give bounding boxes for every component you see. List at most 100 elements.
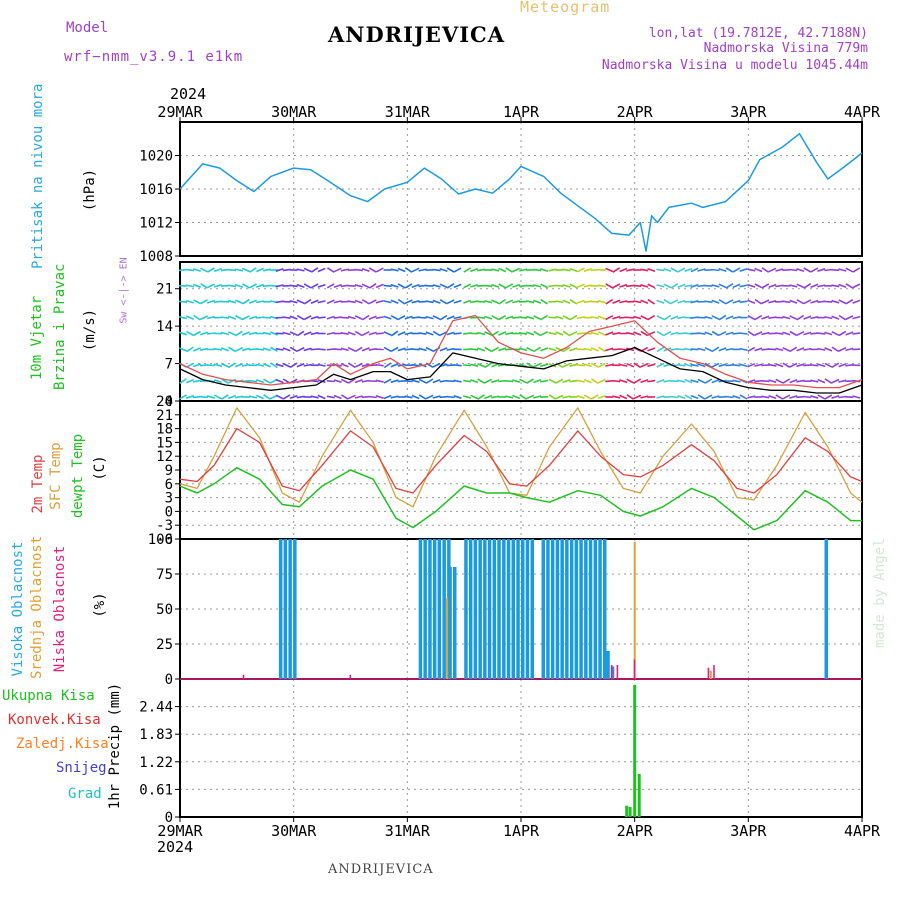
wind-arrow	[838, 314, 847, 321]
high-cloud-bar	[521, 539, 525, 679]
wind-arrow	[303, 298, 312, 305]
wind-arrow	[282, 316, 291, 319]
wind-arrow	[484, 315, 493, 320]
wind-arrow	[533, 315, 542, 321]
wind-arrow	[340, 332, 349, 335]
wind-arrow	[540, 347, 549, 352]
wind-arrow	[690, 348, 699, 351]
wind-arrow	[498, 298, 506, 305]
wind-arrow	[718, 347, 727, 352]
wind-arrow	[296, 268, 305, 272]
wind-arrow	[548, 347, 557, 352]
wind-arrow	[690, 316, 699, 319]
wind-arrow	[206, 395, 216, 399]
precip-bar	[625, 805, 629, 817]
wind-arrow	[526, 362, 535, 369]
wind-arrow	[241, 347, 251, 352]
wind-arrow	[310, 283, 319, 289]
ytick-label: 14	[156, 319, 173, 335]
wind-arrow	[512, 394, 521, 400]
wind-arrow	[303, 315, 312, 321]
wind-arrow	[619, 394, 628, 400]
wind-arrow	[747, 362, 756, 368]
wind-arrow	[831, 315, 840, 320]
wind-arrow	[583, 378, 592, 384]
wind-arrow	[411, 379, 420, 383]
ytick-label: 6	[165, 477, 173, 493]
wind-arrow	[647, 363, 656, 367]
wind-arrow	[519, 378, 528, 384]
precip-legend-total: Ukupna Kisa	[2, 688, 95, 704]
low-cloud-bar	[707, 667, 710, 679]
wind-arrow	[576, 379, 585, 383]
wind-arrow	[491, 346, 500, 353]
wind-arrow	[789, 362, 798, 368]
wind-arrow	[418, 284, 427, 288]
xtick-label-bottom: 30MAR	[271, 822, 317, 840]
wind-arrow	[684, 300, 693, 303]
wind-arrow	[491, 315, 500, 321]
wind-arrow	[296, 299, 305, 305]
wind-arrow	[633, 378, 642, 384]
wind-arrow	[803, 283, 812, 289]
high-cloud-bar	[483, 539, 487, 679]
wind-arrow	[626, 362, 635, 368]
wind-arrow	[590, 347, 599, 352]
wind-arrow	[199, 364, 209, 367]
wind-arrow	[569, 347, 578, 352]
wind-arrow	[640, 330, 649, 337]
wind-arrow	[404, 315, 413, 320]
wind-arrow	[192, 363, 202, 368]
high-cloud-bar	[502, 539, 506, 679]
wind-arrow	[711, 378, 720, 384]
wind-arrow	[282, 331, 291, 336]
wind-arrow	[262, 362, 272, 368]
wind-arrow	[310, 395, 319, 399]
wind-arrow	[228, 362, 236, 369]
wind-arrow	[690, 300, 699, 304]
wind-arrow	[303, 363, 312, 367]
wind-arrow	[275, 284, 284, 288]
wind-arrow	[303, 283, 312, 289]
xtick-label-top: 1APR	[503, 103, 540, 121]
wind-arrow	[540, 299, 549, 305]
wind-arrow	[670, 347, 679, 351]
wind-arrow	[404, 283, 413, 289]
wind-arrow	[670, 331, 679, 336]
wind-arrow	[354, 330, 363, 337]
wind-arrow	[663, 283, 672, 289]
wind-arrow	[255, 283, 265, 288]
wind-arrow	[375, 267, 384, 273]
precip-legend-snow: Snijeg	[56, 760, 107, 776]
wind-arrow	[255, 267, 265, 273]
high-cloud-bar	[418, 539, 423, 679]
wind-arrow	[526, 284, 535, 287]
wind-arrow	[397, 283, 406, 289]
wind-arrow	[789, 299, 798, 304]
high-cloud-bar	[293, 539, 297, 679]
wind-arrow	[562, 346, 571, 353]
wind-arrow	[782, 362, 791, 368]
wind-arrow	[690, 394, 699, 400]
wind-arrow	[605, 283, 614, 289]
wind-arrow	[831, 378, 840, 384]
wind-arrow	[647, 347, 656, 352]
year-top: 2024	[170, 85, 207, 103]
wind-arrow	[333, 394, 342, 400]
wind-arrow	[590, 362, 599, 368]
high-cloud-bar	[468, 539, 473, 679]
wind-arrow	[626, 268, 635, 272]
wind-arrow	[275, 347, 284, 351]
wind-arrow	[213, 300, 223, 304]
wind-arrow	[663, 379, 672, 383]
wind-arrow	[640, 379, 649, 384]
wind-arrow	[453, 395, 462, 399]
wind-arrow	[583, 332, 592, 335]
wind-arrow	[626, 316, 635, 319]
wind-arrow	[470, 379, 479, 384]
wind-arrow	[605, 298, 614, 305]
wind-arrow	[411, 283, 420, 288]
wind-arrow	[326, 395, 335, 399]
wind-arrow	[317, 283, 326, 288]
wind-arrow	[263, 378, 271, 384]
